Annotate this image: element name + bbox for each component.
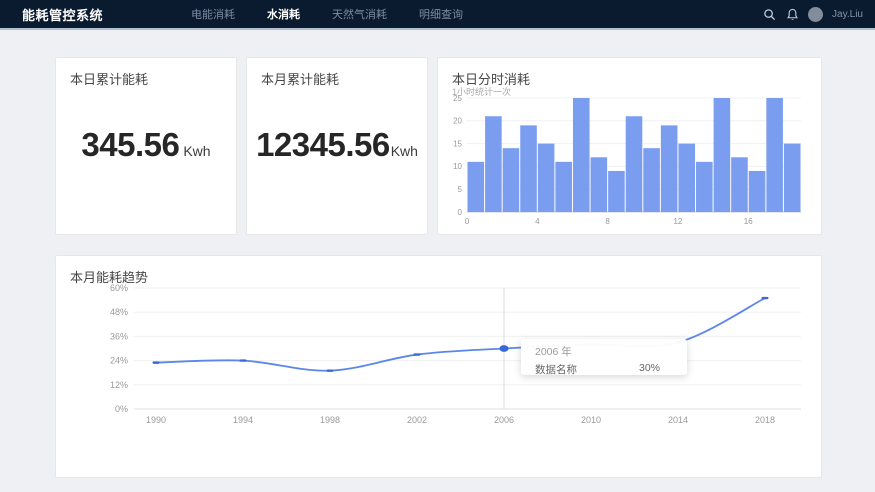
svg-text:36%: 36% [110,331,128,341]
app-logo: 能耗管控系统 [22,7,104,23]
svg-text:2018: 2018 [755,415,775,425]
daily-energy-value: 345.56 [81,126,180,163]
svg-text:16: 16 [744,217,753,226]
svg-text:12: 12 [673,217,682,226]
nav-item-gas[interactable]: 天然气消耗 [332,9,388,21]
hourly-card-subtitle: 1小时统计一次 [452,87,512,97]
navbar-right: Jay.Liu [762,6,863,22]
hourly-consumption-card: 本日分时消耗 1小时统计一次 0 5 10 15 20 25 0 4 8 12 16 [437,57,822,235]
search-icon[interactable] [762,7,776,21]
nav-item-electricity[interactable]: 电能消耗 [191,9,236,21]
daily-card-title: 本日累计能耗 [70,72,149,87]
svg-text:10: 10 [453,162,462,171]
svg-text:24%: 24% [110,356,128,366]
user-name: Jay.Liu [832,8,863,20]
svg-text:0: 0 [465,217,470,226]
tooltip-series-value: 30% [639,362,661,374]
trend-line-chart[interactable]: 0% 12% 24% 36% 48% 60% 1990 1994 1998 2002 2006 201… [106,281,811,433]
monthly-energy-unit: Kwh [390,143,418,159]
user-avatar[interactable] [808,6,824,22]
top-navbar: 能耗管控系统 电能消耗 水消耗 天然气消耗 明细查询 Jay.Liu [0,0,875,30]
svg-text:2014: 2014 [668,415,688,425]
nav-item-detail-query[interactable]: 明细查询 [419,9,464,21]
daily-energy-card: 本日累计能耗 345.56 Kwh [55,57,237,235]
svg-text:0: 0 [458,208,463,217]
svg-text:2006: 2006 [494,415,514,425]
svg-text:1998: 1998 [320,415,340,425]
chart-tooltip: 2006 年 数据名称 30% [521,339,687,376]
svg-text:12%: 12% [110,380,128,390]
tooltip-year: 2006 年 [535,346,572,358]
svg-text:0%: 0% [115,404,128,414]
svg-text:8: 8 [605,217,610,226]
hourly-card-title: 本日分时消耗 [452,72,531,87]
svg-text:5: 5 [458,185,463,194]
monthly-energy-card: 本月累计能耗 12345.56 Kwh [246,57,428,235]
svg-text:15: 15 [453,139,462,148]
svg-text:2002: 2002 [407,415,427,425]
svg-text:25: 25 [453,94,462,103]
svg-text:48%: 48% [110,307,128,317]
svg-text:1994: 1994 [233,415,253,425]
monthly-energy-value: 12345.56 [256,126,390,163]
svg-text:4: 4 [535,217,540,226]
tooltip-series-label: 数据名称 [535,364,577,376]
svg-text:1990: 1990 [146,415,166,425]
trend-card-title: 本月能耗趋势 [70,270,149,285]
hourly-bar-chart[interactable]: 0 5 10 15 20 25 0 4 8 12 16 [448,93,816,229]
bell-icon[interactable] [785,7,799,21]
svg-text:2010: 2010 [581,415,601,425]
svg-text:20: 20 [453,117,462,126]
nav-item-water[interactable]: 水消耗 [267,9,301,21]
monthly-trend-card: 本月能耗趋势 0% 12% 24% 36% 48% 60% 1990 1994 1998 2002… [55,255,822,478]
svg-text:60%: 60% [110,283,128,293]
main-nav: 电能消耗 水消耗 天然气消耗 明细查询 [191,6,463,22]
daily-energy-unit: Kwh [183,143,211,159]
monthly-card-title: 本月累计能耗 [261,72,340,87]
